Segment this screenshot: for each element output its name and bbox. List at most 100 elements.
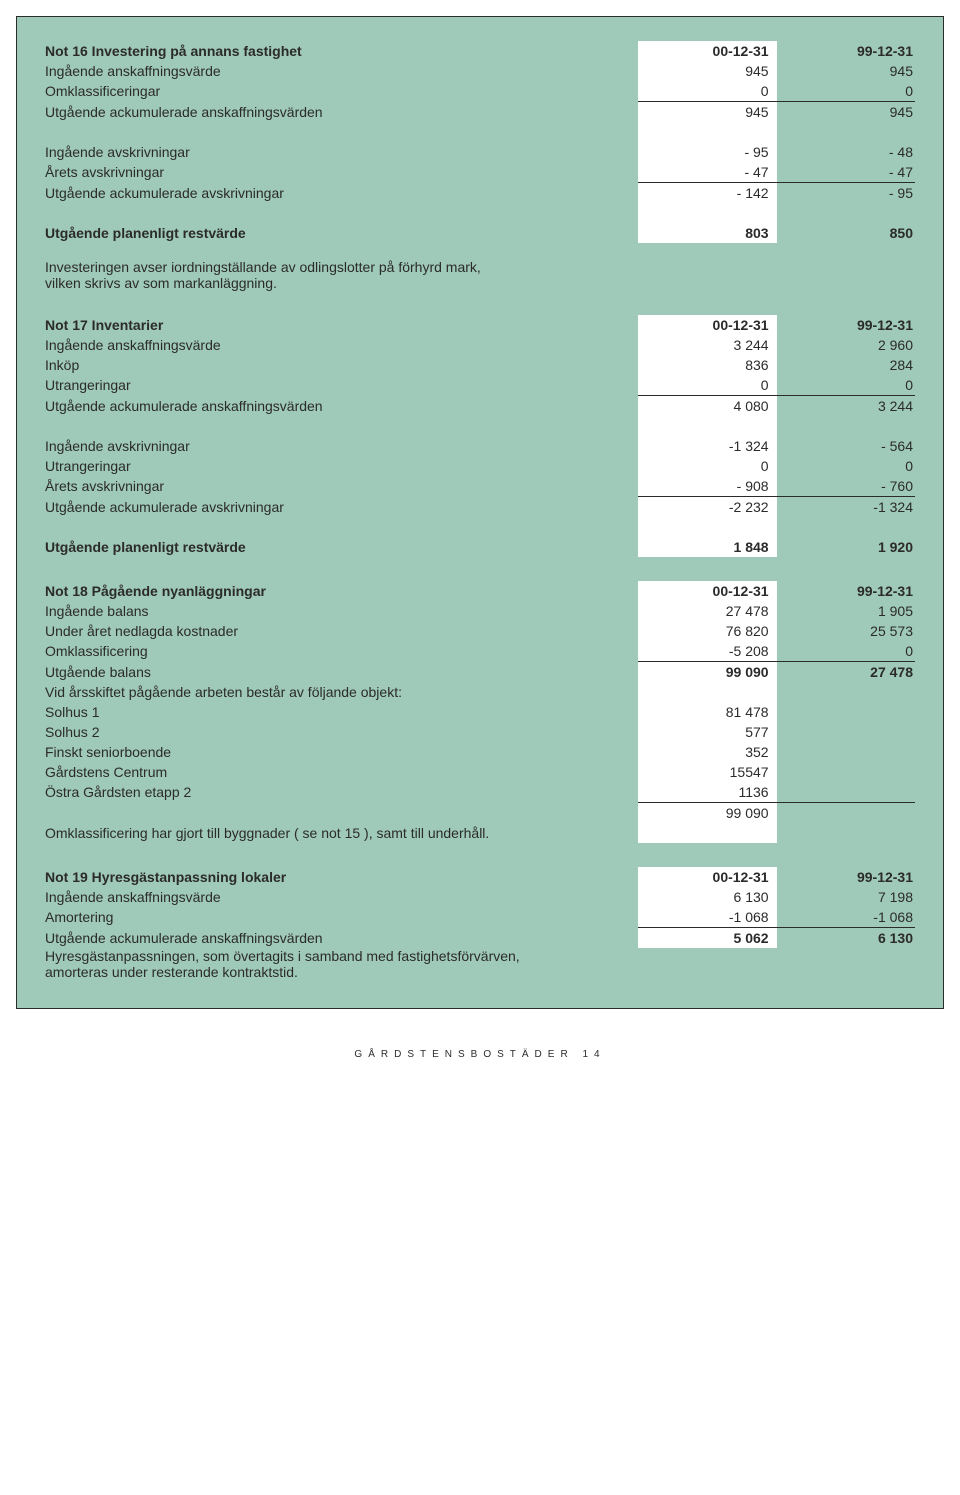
row-col2: 945 [777,102,915,123]
row-col2: 0 [777,641,915,662]
not19-col1-header: 00-12-31 [638,867,776,887]
row-col1: 577 [638,722,776,742]
not17-table: Not 17 Inventarier 00-12-31 99-12-31 Ing… [45,315,915,557]
not19-note-line: Hyresgästanpassningen, som övertagits i … [45,948,915,964]
table-row [45,416,915,436]
row-col2 [777,782,915,803]
row-label: Ingående anskaffningsvärde [45,61,638,81]
table-row [45,203,915,223]
row-col2: 7 198 [777,887,915,907]
row-col1: 803 [638,223,776,243]
not16-col2-header: 99-12-31 [777,41,915,61]
row-label: Utrangeringar [45,456,638,476]
row-label: Under året nedlagda kostnader [45,621,638,641]
not16-table: Not 16 Investering på annans fastighet 0… [45,41,915,243]
not17-body: Ingående anskaffningsvärde3 2442 960Inkö… [45,335,915,557]
row-label: Utrangeringar [45,375,638,396]
row-col2: 25 573 [777,621,915,641]
not19-body: Ingående anskaffningsvärde6 1307 198Amor… [45,887,915,948]
not18-title: Not 18 Pågående nyanläggningar [45,581,638,601]
row-col2: 2 960 [777,335,915,355]
table-row: Utrangeringar00 [45,456,915,476]
table-row: Gårdstens Centrum15547 [45,762,915,782]
row-col1: -5 208 [638,641,776,662]
table-row: Ingående anskaffningsvärde3 2442 960 [45,335,915,355]
row-label: Östra Gårdsten etapp 2 [45,782,638,803]
row-col2: 6 130 [777,928,915,949]
table-row: Östra Gårdsten etapp 21136 [45,782,915,803]
row-col2: -1 324 [777,497,915,518]
not17-col1-header: 00-12-31 [638,315,776,335]
row-col1: 3 244 [638,335,776,355]
row-col1: 1 848 [638,537,776,557]
row-label: Utgående ackumulerade anskaffningsvärden [45,102,638,123]
row-label: Utgående planenligt restvärde [45,223,638,243]
row-col2: 284 [777,355,915,375]
row-col2 [777,682,915,702]
not19-col2-header: 99-12-31 [777,867,915,887]
table-row [45,517,915,537]
row-col1: - 908 [638,476,776,497]
row-label: Utgående planenligt restvärde [45,537,638,557]
row-col1: 5 062 [638,928,776,949]
row-col2 [777,702,915,722]
row-label: Ingående anskaffningsvärde [45,887,638,907]
row-col2: 850 [777,223,915,243]
table-row: Utgående balans99 09027 478 [45,662,915,683]
row-col1: 15547 [638,762,776,782]
row-col2: - 48 [777,142,915,162]
not16-note-line: vilken skrivs av som markanläggning. [45,275,915,291]
not19-table: Not 19 Hyresgästanpassning lokaler 00-12… [45,867,915,948]
table-row: Utgående ackumulerade avskrivningar- 142… [45,183,915,204]
row-col2: 27 478 [777,662,915,683]
row-label: Ingående avskrivningar [45,436,638,456]
table-row: Omklassificering har gjort till byggnade… [45,823,915,843]
table-row: Vid årsskiftet pågående arbeten består a… [45,682,915,702]
row-col2: 0 [777,456,915,476]
row-label: Vid årsskiftet pågående arbeten består a… [45,682,638,702]
table-row: Ingående anskaffningsvärde945945 [45,61,915,81]
not16-body: Ingående anskaffningsvärde 945 945Omklassi… [45,61,915,243]
not19-title: Not 19 Hyresgästanpassning lokaler [45,867,638,887]
not16-note-line: Investeringen avser iordningställande av… [45,259,915,275]
row-col1: - 47 [638,162,776,183]
row-label: Årets avskrivningar [45,162,638,183]
row-col2: 945 [777,61,915,81]
row-label: Utgående ackumulerade avskrivningar [45,497,638,518]
row-col1: 99 090 [638,662,776,683]
row-col1: 1136 [638,782,776,803]
row-col2 [777,742,915,762]
row-col2 [777,803,915,824]
row-label: Solhus 2 [45,722,638,742]
not18-table: Not 18 Pågående nyanläggningar 00-12-31 … [45,581,915,843]
table-row: Inköp836284 [45,355,915,375]
table-row: Utgående planenligt restvärde1 8481 920 [45,537,915,557]
table-row: Ingående avskrivningar-1 324- 564 [45,436,915,456]
row-col1: 4 080 [638,396,776,417]
row-label: Inköp [45,355,638,375]
row-col1: 6 130 [638,887,776,907]
not18-col2-header: 99-12-31 [777,581,915,601]
row-label: Ingående balans [45,601,638,621]
table-row: Solhus 2577 [45,722,915,742]
table-row: Omklassificering-5 2080 [45,641,915,662]
row-col2: - 564 [777,436,915,456]
row-label: Utgående ackumulerade anskaffningsvärden [45,928,638,949]
table-row: Årets avskrivningar- 908- 760 [45,476,915,497]
row-col2: 0 [777,81,915,102]
table-row: Utgående ackumulerade anskaffningsvärden… [45,928,915,949]
row-col1: 352 [638,742,776,762]
table-row: Omklassificeringar00 [45,81,915,102]
row-label: Omklassificering har gjort till byggnade… [45,823,638,843]
row-label: Utgående ackumulerade anskaffningsvärden [45,396,638,417]
row-col2: 1 920 [777,537,915,557]
row-col2: 3 244 [777,396,915,417]
row-label: Amortering [45,907,638,928]
row-col1 [638,823,776,843]
page-footer: GÅRDSTENSBOSTÄDER 14 [0,1025,960,1064]
table-row: Solhus 181 478 [45,702,915,722]
table-row: Utgående ackumulerade avskrivningar-2 23… [45,497,915,518]
table-row: Amortering-1 068-1 068 [45,907,915,928]
table-row: Utgående ackumulerade anskaffningsvärden… [45,396,915,417]
row-col2: - 760 [777,476,915,497]
